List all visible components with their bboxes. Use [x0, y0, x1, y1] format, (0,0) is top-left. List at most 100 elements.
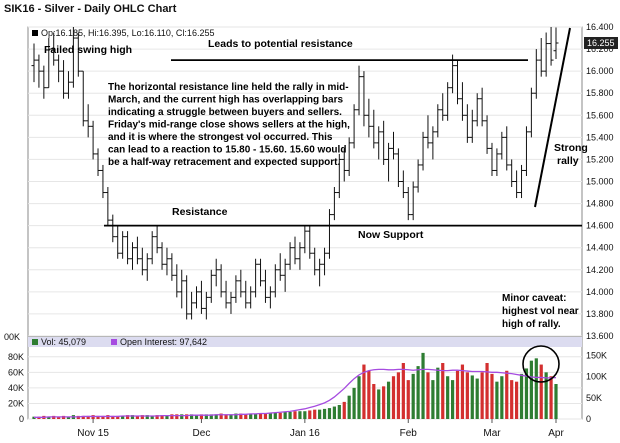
ohlc-bar: [395, 148, 401, 188]
volume-axis-label: 00K: [4, 332, 20, 342]
ohlc-bar: [110, 214, 116, 243]
volume-bar: [426, 372, 430, 419]
ohlc-bar: [194, 286, 200, 309]
price-tick-label: 15.400: [586, 132, 614, 142]
ohlc-bar: [100, 164, 106, 199]
ohlc-bar: [282, 258, 288, 292]
ohlc-bar: [253, 258, 259, 298]
volume-bar: [519, 373, 524, 419]
volume-bar: [337, 405, 341, 419]
ohlc-bar: [326, 209, 332, 259]
ohlc-bar: [218, 264, 224, 298]
ohlc-bar: [489, 142, 495, 176]
volume-panel: [27, 336, 583, 420]
vol-legend: Vol: 45,079: [41, 337, 86, 347]
volume-bar: [189, 414, 194, 419]
volume-bar: [357, 376, 361, 419]
volume-bar: [298, 411, 302, 419]
volume-bar: [278, 412, 282, 419]
price-tick-label: 14.400: [586, 243, 614, 253]
x-tick-label: Mar: [483, 428, 501, 439]
price-tick-label: 16.200: [586, 44, 614, 54]
volume-bar: [460, 364, 465, 419]
volume-bar: [121, 415, 125, 419]
ohlc-bar: [238, 269, 244, 298]
ohlc-bar: [213, 258, 219, 287]
ohlc-bar: [450, 54, 456, 94]
ohlc-bar: [115, 225, 121, 259]
volume-bar: [96, 415, 100, 419]
ohlc-bar: [381, 120, 387, 165]
price-axis: 13.600 13.800 14.000 14.200 14.400 14.600 14.8…: [586, 22, 614, 341]
volume-bar: [367, 370, 371, 419]
ohlc-bar: [184, 275, 190, 320]
ohlc-bar: [538, 38, 544, 77]
ohlc-bar: [499, 131, 505, 160]
price-tick-label: 16.400: [586, 22, 614, 32]
ohlc-bar: [514, 170, 520, 199]
ohlc-bar: [134, 236, 140, 265]
volume-bar: [214, 414, 218, 419]
ohlc-bar: [75, 32, 81, 77]
volume-bar: [244, 414, 248, 419]
price-tick-label: 14.600: [586, 221, 614, 231]
ohlc-bar: [144, 253, 150, 281]
volume-bar: [288, 412, 292, 419]
volume-tick-left: 60K: [8, 367, 24, 377]
ohlc-bar: [533, 49, 539, 99]
volume-bar: [322, 408, 327, 419]
volume-bar: [318, 409, 322, 419]
volume-bar: [421, 352, 425, 419]
ohlc-bar: [331, 187, 337, 221]
volume-bar: [377, 389, 381, 419]
volume-bar: [465, 372, 469, 419]
ohlc-bar: [198, 280, 204, 314]
volume-bar: [204, 414, 208, 419]
volume-bar: [57, 416, 61, 419]
resistance-label: Resistance: [172, 206, 228, 218]
ohlc-bar: [61, 60, 67, 99]
ohlc-bar: [528, 87, 534, 138]
volume-bar: [554, 384, 558, 419]
x-tick-label: Dec: [193, 428, 211, 439]
ohlc-bar: [459, 82, 465, 121]
failed-swing-high-label: Failed swing high: [44, 44, 132, 56]
volume-bar: [431, 380, 435, 419]
volume-bar: [194, 415, 199, 419]
ohlc-bar: [258, 258, 264, 287]
volume-bar: [293, 411, 297, 419]
ohlc-bar: [70, 27, 76, 88]
ohlc-bar: [208, 269, 214, 303]
ohlc-bar: [317, 258, 323, 287]
volume-bar: [549, 376, 553, 419]
ohlc-bar: [548, 27, 554, 66]
ohlc-bar: [228, 291, 234, 314]
volume-bar: [150, 415, 154, 419]
commentary-line: March, and the current high has overlapp…: [108, 95, 343, 106]
ohlc-bar: [504, 126, 510, 171]
volume-bar: [455, 370, 460, 419]
price-tick-label: 14.000: [586, 287, 614, 297]
ohlc-bar: [523, 126, 529, 176]
volume-bar: [180, 414, 184, 419]
rally-trend-line: [534, 27, 571, 208]
volume-bar: [332, 406, 336, 419]
volume-bar: [485, 363, 489, 419]
ohlc-bar: [243, 280, 249, 309]
price-tick-label: 15.200: [586, 154, 614, 164]
ohlc-bar: [519, 164, 525, 199]
ohlc-bar: [322, 247, 328, 276]
volume-tick-left: 80K: [8, 352, 24, 362]
volume-bar: [303, 411, 307, 419]
ohlc-bar: [366, 98, 372, 138]
volume-bar: [475, 378, 479, 419]
price-tick-label: 14.200: [586, 265, 614, 275]
ohlc-bar: [400, 170, 406, 199]
oi-legend: Open Interest: 97,642: [120, 337, 207, 347]
commentary-line: can lead to a reaction to 15.80 - 15.60.…: [108, 145, 346, 156]
volume-bar: [219, 413, 223, 419]
volume-bar: [175, 414, 179, 419]
volume-bar: [209, 414, 213, 419]
ohlc-bar: [297, 242, 303, 270]
ohlc-bar: [277, 253, 283, 281]
